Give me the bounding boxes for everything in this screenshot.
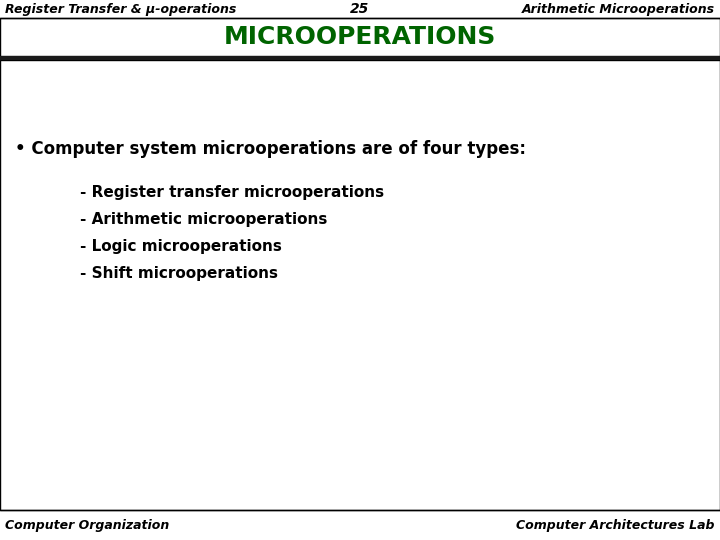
- Text: - Register transfer microoperations: - Register transfer microoperations: [80, 185, 384, 200]
- Text: - Arithmetic microoperations: - Arithmetic microoperations: [80, 212, 328, 227]
- Text: - Shift microoperations: - Shift microoperations: [80, 266, 278, 281]
- Bar: [0, 56, 720, 60]
- Bar: [0, 60, 720, 510]
- Text: Computer Organization: Computer Organization: [5, 519, 169, 532]
- Text: Arithmetic Microoperations: Arithmetic Microoperations: [522, 3, 715, 16]
- Text: • Computer system microoperations are of four types:: • Computer system microoperations are of…: [15, 140, 526, 158]
- Text: - Logic microoperations: - Logic microoperations: [80, 239, 282, 254]
- Bar: [0, 18, 720, 56]
- Text: Register Transfer & μ-operations: Register Transfer & μ-operations: [5, 3, 236, 16]
- Text: Computer Architectures Lab: Computer Architectures Lab: [516, 519, 715, 532]
- Text: 25: 25: [351, 2, 369, 16]
- Text: MICROOPERATIONS: MICROOPERATIONS: [224, 25, 496, 49]
